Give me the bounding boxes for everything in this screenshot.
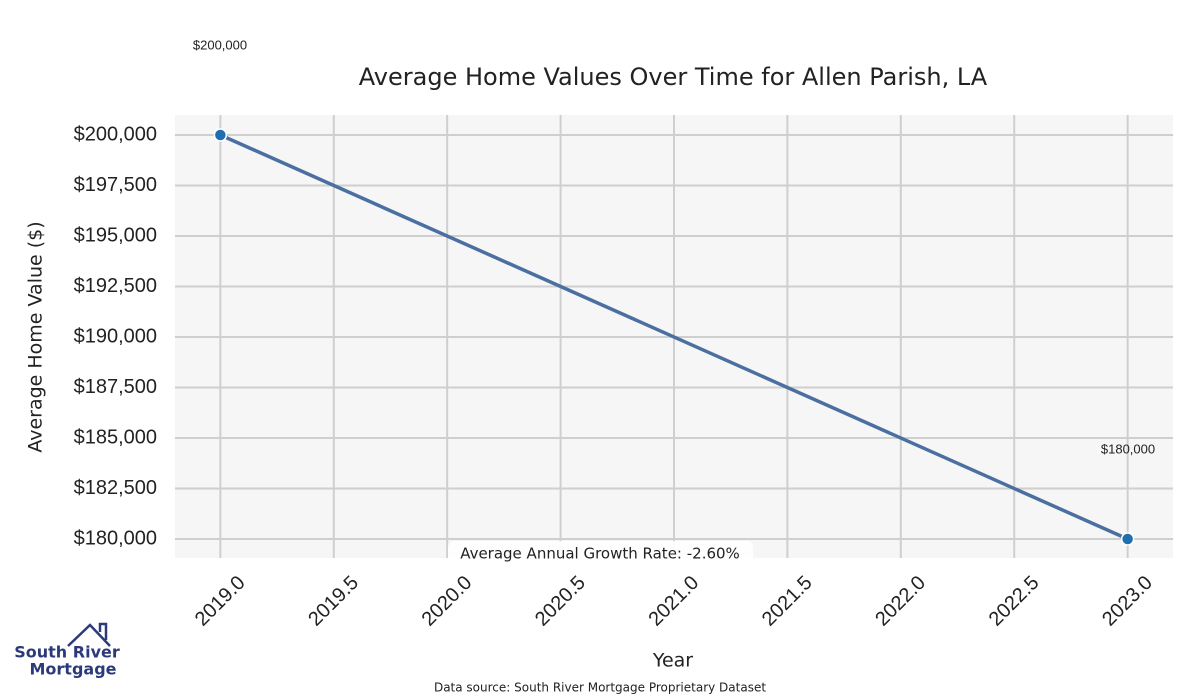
data-label: $200,000: [193, 37, 247, 52]
y-tick-label: $182,500: [74, 477, 157, 499]
x-tick-label: 2020.5: [531, 572, 590, 631]
logo-text: Mortgage: [29, 660, 116, 679]
y-tick-label: $180,000: [74, 527, 157, 549]
logo: South River Mortgage: [14, 622, 120, 679]
line: [219, 133, 1129, 541]
y-tick-label: $192,500: [74, 275, 157, 297]
annotation: Average Annual Growth Rate: -2.60%: [460, 545, 740, 563]
chart-title: Average Home Values Over Time for Allen …: [359, 63, 988, 91]
source-note: Data source: South River Mortgage Propri…: [434, 681, 766, 695]
annotation-box: [448, 541, 753, 567]
x-tick-label: 2023.0: [1098, 572, 1157, 631]
y-tick-label: $197,500: [74, 174, 157, 196]
point: [213, 128, 228, 142]
x-tick-label: 2021.5: [758, 572, 817, 631]
y-tick-label: $187,500: [74, 376, 157, 398]
x-tick-label: 2022.0: [871, 572, 930, 631]
y-tick-label: $195,000: [74, 224, 157, 246]
y-tick-label: $200,000: [74, 123, 157, 145]
y-tick-label: $185,000: [74, 426, 157, 448]
x-tick-label: 2019.5: [304, 572, 363, 631]
x-tick-label: 2020.0: [418, 572, 477, 631]
x-tick-label: 2019.0: [191, 572, 250, 631]
logo-house: [67, 622, 111, 647]
point: [1120, 532, 1135, 546]
logo-text: South River: [14, 643, 120, 662]
y-tick-label: $190,000: [74, 325, 157, 347]
x-tick-label: 2021.0: [644, 572, 703, 631]
data-label: $180,000: [1101, 441, 1155, 456]
y-axis-label: Average Home Value ($): [25, 221, 47, 452]
x-axis-label: Year: [652, 650, 693, 672]
x-tick-label: 2022.5: [985, 572, 1044, 631]
